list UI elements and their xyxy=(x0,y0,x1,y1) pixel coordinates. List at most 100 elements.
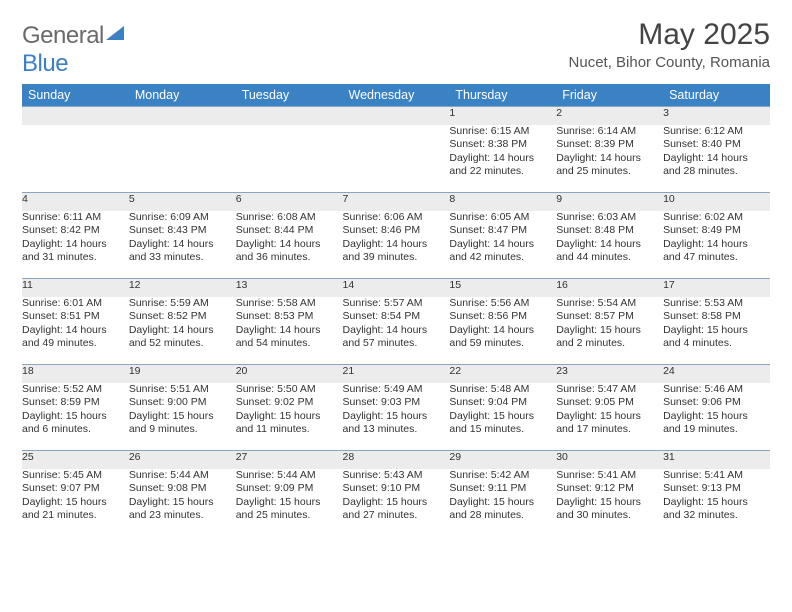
sunset-text: Sunset: 9:07 PM xyxy=(22,482,129,496)
day-cell: Sunrise: 5:57 AMSunset: 8:54 PMDaylight:… xyxy=(343,297,450,365)
day-number: 21 xyxy=(343,365,450,383)
sunset-text: Sunset: 8:56 PM xyxy=(449,310,556,324)
day-cell: Sunrise: 6:11 AMSunset: 8:42 PMDaylight:… xyxy=(22,211,129,279)
daylight-text: Daylight: 14 hours xyxy=(129,324,236,338)
daylight-text: Daylight: 15 hours xyxy=(663,496,770,510)
weekday-col: Tuesday xyxy=(236,84,343,107)
logo-general: General xyxy=(22,22,104,49)
sunset-text: Sunset: 9:05 PM xyxy=(556,396,663,410)
weekday-col: Sunday xyxy=(22,84,129,107)
day-cell: Sunrise: 5:59 AMSunset: 8:52 PMDaylight:… xyxy=(129,297,236,365)
logo-blue: Blue xyxy=(22,50,68,77)
daylight-text: Daylight: 15 hours xyxy=(663,410,770,424)
daylight-text: Daylight: 14 hours xyxy=(663,238,770,252)
sunrise-text: Sunrise: 6:14 AM xyxy=(556,125,663,139)
sunset-text: Sunset: 9:00 PM xyxy=(129,396,236,410)
day-number xyxy=(343,107,450,125)
sunrise-text: Sunrise: 6:08 AM xyxy=(236,211,343,225)
daylight-text: and 9 minutes. xyxy=(129,423,236,437)
sunrise-text: Sunrise: 5:41 AM xyxy=(663,469,770,483)
daylight-text: and 33 minutes. xyxy=(129,251,236,265)
day-number: 7 xyxy=(343,193,450,211)
day-number: 15 xyxy=(449,279,556,297)
sunset-text: Sunset: 9:13 PM xyxy=(663,482,770,496)
day-cell: Sunrise: 5:45 AMSunset: 9:07 PMDaylight:… xyxy=(22,469,129,537)
daylight-text: Daylight: 15 hours xyxy=(663,324,770,338)
day-cell: Sunrise: 6:02 AMSunset: 8:49 PMDaylight:… xyxy=(663,211,770,279)
day-number: 10 xyxy=(663,193,770,211)
sunrise-text: Sunrise: 5:41 AM xyxy=(556,469,663,483)
day-cell: Sunrise: 5:42 AMSunset: 9:11 PMDaylight:… xyxy=(449,469,556,537)
sunrise-text: Sunrise: 5:48 AM xyxy=(449,383,556,397)
daylight-text: and 21 minutes. xyxy=(22,509,129,523)
day-number: 31 xyxy=(663,451,770,469)
daylight-text: Daylight: 14 hours xyxy=(449,324,556,338)
daylight-text: and 27 minutes. xyxy=(343,509,450,523)
day-number: 5 xyxy=(129,193,236,211)
day-cell: Sunrise: 6:03 AMSunset: 8:48 PMDaylight:… xyxy=(556,211,663,279)
day-number xyxy=(22,107,129,125)
daylight-text: Daylight: 14 hours xyxy=(449,238,556,252)
daylight-text: Daylight: 14 hours xyxy=(236,324,343,338)
sunrise-text: Sunrise: 6:12 AM xyxy=(663,125,770,139)
daylight-text: and 36 minutes. xyxy=(236,251,343,265)
daylight-text: and 47 minutes. xyxy=(663,251,770,265)
daylight-text: Daylight: 15 hours xyxy=(22,410,129,424)
day-number: 26 xyxy=(129,451,236,469)
day-cell: Sunrise: 5:54 AMSunset: 8:57 PMDaylight:… xyxy=(556,297,663,365)
day-cell: Sunrise: 6:15 AMSunset: 8:38 PMDaylight:… xyxy=(449,125,556,193)
day-cell: Sunrise: 5:48 AMSunset: 9:04 PMDaylight:… xyxy=(449,383,556,451)
day-number: 2 xyxy=(556,107,663,125)
day-number xyxy=(236,107,343,125)
day-number: 23 xyxy=(556,365,663,383)
day-number: 12 xyxy=(129,279,236,297)
daylight-text: and 59 minutes. xyxy=(449,337,556,351)
sunrise-text: Sunrise: 5:58 AM xyxy=(236,297,343,311)
sunrise-text: Sunrise: 5:53 AM xyxy=(663,297,770,311)
sunrise-text: Sunrise: 5:59 AM xyxy=(129,297,236,311)
weekday-col: Thursday xyxy=(449,84,556,107)
sunrise-text: Sunrise: 6:15 AM xyxy=(449,125,556,139)
day-number: 4 xyxy=(22,193,129,211)
day-cell xyxy=(343,125,450,193)
daylight-text: and 6 minutes. xyxy=(22,423,129,437)
sunset-text: Sunset: 8:47 PM xyxy=(449,224,556,238)
sunrise-text: Sunrise: 5:46 AM xyxy=(663,383,770,397)
sunrise-text: Sunrise: 5:44 AM xyxy=(236,469,343,483)
day-number: 8 xyxy=(449,193,556,211)
daylight-text: and 11 minutes. xyxy=(236,423,343,437)
daylight-text: Daylight: 15 hours xyxy=(556,410,663,424)
day-cell: Sunrise: 5:49 AMSunset: 9:03 PMDaylight:… xyxy=(343,383,450,451)
sunset-text: Sunset: 8:46 PM xyxy=(343,224,450,238)
day-number: 20 xyxy=(236,365,343,383)
sunset-text: Sunset: 8:48 PM xyxy=(556,224,663,238)
sunset-text: Sunset: 8:52 PM xyxy=(129,310,236,324)
sunset-text: Sunset: 9:09 PM xyxy=(236,482,343,496)
day-cell: Sunrise: 5:41 AMSunset: 9:12 PMDaylight:… xyxy=(556,469,663,537)
day-number: 27 xyxy=(236,451,343,469)
day-number: 25 xyxy=(22,451,129,469)
daylight-text: and 2 minutes. xyxy=(556,337,663,351)
day-number: 16 xyxy=(556,279,663,297)
sunset-text: Sunset: 8:40 PM xyxy=(663,138,770,152)
daylight-text: and 23 minutes. xyxy=(129,509,236,523)
daylight-text: and 25 minutes. xyxy=(236,509,343,523)
weekday-header: Sunday Monday Tuesday Wednesday Thursday… xyxy=(22,84,770,107)
day-cell: Sunrise: 6:14 AMSunset: 8:39 PMDaylight:… xyxy=(556,125,663,193)
daylight-text: and 28 minutes. xyxy=(449,509,556,523)
day-cell: Sunrise: 6:05 AMSunset: 8:47 PMDaylight:… xyxy=(449,211,556,279)
sunset-text: Sunset: 8:58 PM xyxy=(663,310,770,324)
sunrise-text: Sunrise: 6:01 AM xyxy=(22,297,129,311)
day-cell: Sunrise: 5:50 AMSunset: 9:02 PMDaylight:… xyxy=(236,383,343,451)
sunrise-text: Sunrise: 5:56 AM xyxy=(449,297,556,311)
daylight-text: Daylight: 15 hours xyxy=(343,496,450,510)
day-number: 6 xyxy=(236,193,343,211)
daylight-text: Daylight: 14 hours xyxy=(236,238,343,252)
day-cell xyxy=(129,125,236,193)
daylight-text: Daylight: 14 hours xyxy=(343,238,450,252)
day-number: 29 xyxy=(449,451,556,469)
sunrise-text: Sunrise: 5:44 AM xyxy=(129,469,236,483)
daylight-text: and 13 minutes. xyxy=(343,423,450,437)
day-number: 22 xyxy=(449,365,556,383)
sunset-text: Sunset: 9:06 PM xyxy=(663,396,770,410)
